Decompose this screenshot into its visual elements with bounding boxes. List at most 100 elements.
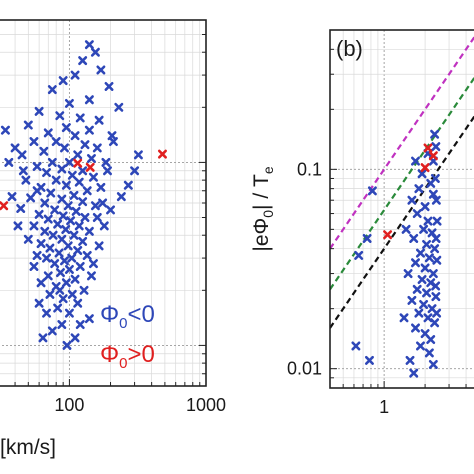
data-point-negative [45, 243, 55, 253]
data-point-negative [401, 224, 411, 234]
data-point-negative [0, 125, 10, 135]
data-point-negative [102, 166, 112, 176]
data-point-negative [80, 212, 90, 222]
data-point-negative [46, 188, 56, 198]
legend-positive-rest: >0 [128, 341, 155, 368]
data-point-negative [430, 244, 440, 254]
data-point-negative [420, 263, 430, 273]
data-point-negative [101, 157, 111, 167]
data-point-negative [90, 47, 100, 57]
data-point-negative [67, 170, 77, 180]
legend-entry-positive: Φ0>0 [100, 341, 155, 372]
data-point-negative [70, 70, 80, 80]
ylabel-main: |eΦ [250, 218, 273, 252]
data-point-negative [75, 113, 85, 123]
data-point-negative [58, 76, 68, 86]
data-point-positive [73, 158, 83, 168]
data-point-negative [78, 56, 88, 66]
data-point-negative [59, 143, 69, 153]
data-point-negative [57, 234, 67, 244]
data-point-negative [53, 303, 63, 313]
data-point-negative [67, 253, 77, 263]
data-point-negative [73, 246, 83, 256]
data-point-negative [73, 150, 83, 160]
data-point-negative [54, 248, 64, 258]
data-point-negative [130, 166, 140, 176]
ylabel-sub: 0 [260, 210, 276, 218]
data-point-negative [16, 203, 26, 213]
panel-a: 100 1000 [km/s] Φ0<0 Φ0>0 [0, 19, 226, 459]
data-point-negative [399, 313, 409, 323]
data-point-negative [106, 205, 116, 215]
data-point-negative [428, 359, 438, 369]
data-point-negative [428, 189, 438, 199]
panel-b-frame [329, 29, 474, 389]
data-point-negative [61, 224, 71, 234]
data-point-negative [430, 318, 440, 328]
data-point-negative [53, 219, 63, 229]
data-point-negative [419, 224, 429, 234]
data-point-negative [409, 233, 419, 243]
x-tick-label: 1000 [186, 395, 226, 415]
data-point-negative [75, 261, 85, 271]
data-point-negative [73, 298, 83, 308]
data-point-negative [88, 172, 98, 182]
data-point-negative [70, 131, 80, 141]
panel-b-grid [330, 30, 474, 388]
data-point-negative [426, 335, 436, 345]
data-point-negative [57, 164, 67, 174]
data-point-negative [133, 150, 143, 160]
data-point-negative [428, 269, 438, 279]
data-point-negative [51, 137, 61, 147]
data-point-negative [90, 201, 100, 211]
legend-positive-sub: 0 [119, 355, 127, 372]
data-point-negative [412, 284, 422, 294]
data-point-negative [71, 206, 81, 216]
data-point-negative [62, 340, 72, 350]
data-point-negative [405, 355, 415, 365]
data-point-negative [78, 166, 88, 176]
data-point-negative [58, 211, 68, 221]
data-point-negative [104, 81, 114, 91]
data-point-negative [63, 241, 73, 251]
data-point-negative [34, 106, 44, 116]
panel-a-points [0, 40, 167, 350]
data-point-negative [96, 182, 106, 192]
panel-b-label: (b) [336, 36, 363, 61]
data-point-negative [84, 226, 94, 236]
data-point-negative [410, 258, 420, 268]
data-point-negative [431, 281, 441, 291]
data-point-negative [7, 192, 17, 202]
data-point-negative [94, 241, 104, 251]
data-point-negative [55, 285, 65, 295]
data-point-negative [362, 233, 372, 243]
data-point-negative [84, 314, 94, 324]
data-point-negative [43, 271, 53, 281]
x-tick-label: 100 [54, 395, 84, 415]
data-point-negative [67, 289, 77, 299]
data-point-negative [61, 123, 71, 133]
data-point-negative [42, 253, 52, 263]
data-point-negative [63, 201, 73, 211]
data-point-negative [47, 85, 57, 95]
data-point-negative [70, 274, 80, 284]
legend-negative-sub: 0 [119, 315, 127, 332]
data-point-negative [23, 120, 33, 130]
data-point-negative [417, 169, 427, 179]
data-point-negative [351, 341, 361, 351]
data-point-negative [367, 186, 377, 196]
data-point-negative [432, 216, 442, 226]
data-point-negative [431, 292, 441, 302]
legend-negative-main: Φ [100, 301, 119, 328]
data-point-negative [64, 157, 74, 167]
data-point-positive [423, 143, 433, 153]
data-point-negative [50, 205, 60, 215]
data-point-negative [92, 143, 102, 153]
data-point-negative [74, 221, 84, 231]
ylabel-sub2: e [260, 166, 276, 174]
reference-line [330, 35, 474, 250]
reference-line [330, 76, 474, 290]
data-point-negative [415, 248, 425, 258]
data-point-negative [57, 194, 67, 204]
